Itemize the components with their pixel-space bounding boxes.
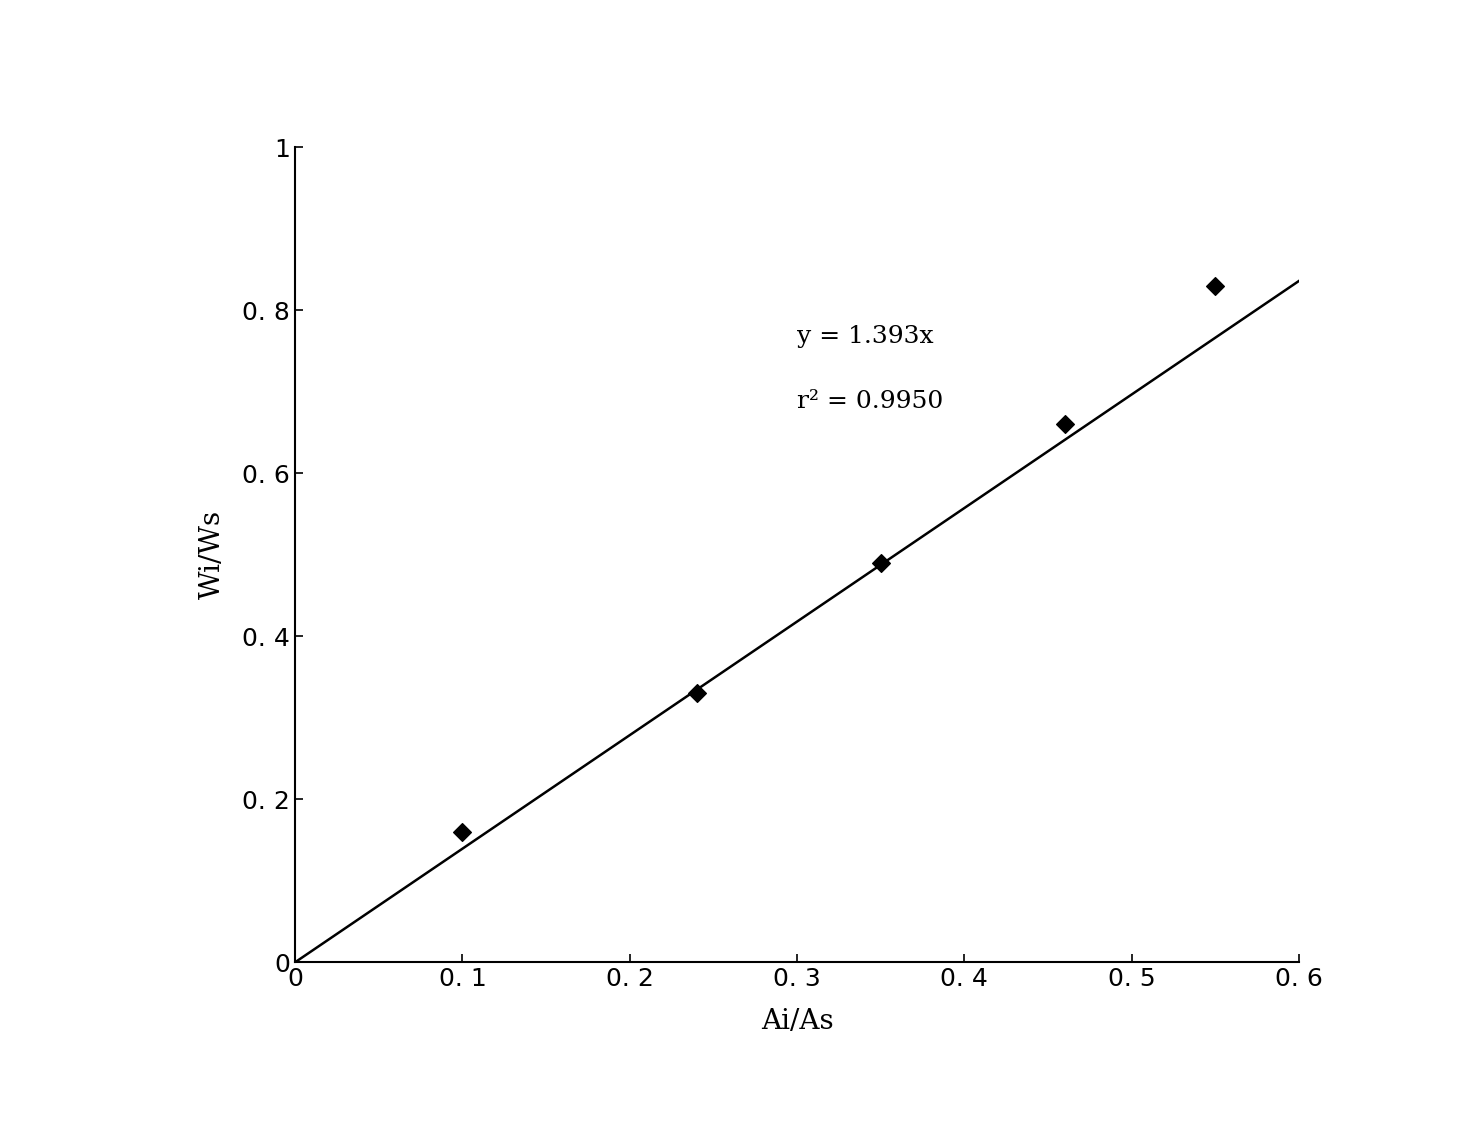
Point: [869, 554, 893, 572]
Y-axis label: Wi/Ws: Wi/Ws: [199, 511, 226, 599]
Text: r² = 0.9950: r² = 0.9950: [797, 389, 943, 413]
Text: y = 1.393x: y = 1.393x: [797, 325, 933, 348]
X-axis label: Ai/As: Ai/As: [760, 1007, 834, 1035]
Point: [1203, 276, 1227, 294]
Point: [685, 684, 708, 702]
Point: [1052, 415, 1076, 434]
Point: [450, 823, 474, 841]
